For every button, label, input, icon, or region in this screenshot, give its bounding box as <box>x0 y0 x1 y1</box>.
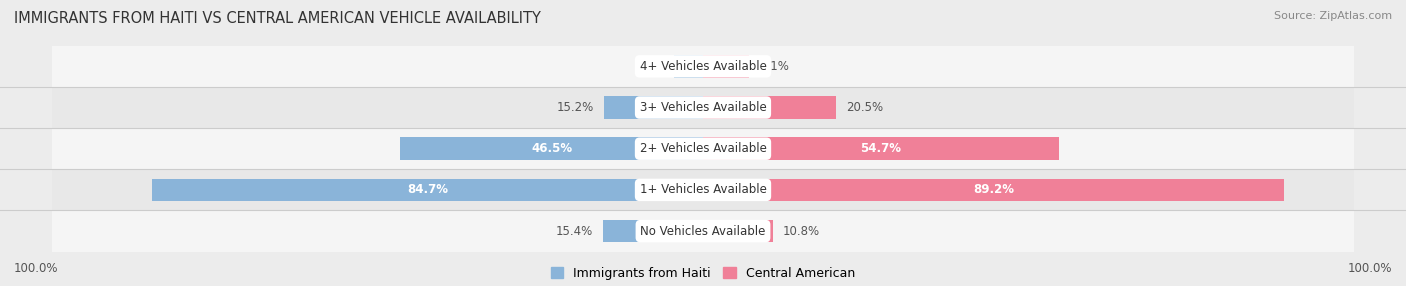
Bar <box>401 137 703 160</box>
Bar <box>52 128 1354 169</box>
Text: 20.5%: 20.5% <box>846 101 883 114</box>
Text: 4.5%: 4.5% <box>634 60 664 73</box>
Bar <box>673 55 703 78</box>
Text: 3+ Vehicles Available: 3+ Vehicles Available <box>640 101 766 114</box>
Text: No Vehicles Available: No Vehicles Available <box>640 225 766 238</box>
Bar <box>52 87 1354 128</box>
Bar <box>603 220 703 243</box>
Text: 7.1%: 7.1% <box>759 60 789 73</box>
Bar <box>703 137 1059 160</box>
Legend: Immigrants from Haiti, Central American: Immigrants from Haiti, Central American <box>551 267 855 280</box>
Text: 100.0%: 100.0% <box>1347 262 1392 275</box>
Text: IMMIGRANTS FROM HAITI VS CENTRAL AMERICAN VEHICLE AVAILABILITY: IMMIGRANTS FROM HAITI VS CENTRAL AMERICA… <box>14 11 541 26</box>
Text: 15.4%: 15.4% <box>555 225 593 238</box>
Text: 54.7%: 54.7% <box>860 142 901 155</box>
Text: 46.5%: 46.5% <box>531 142 572 155</box>
Bar <box>52 210 1354 252</box>
Text: Source: ZipAtlas.com: Source: ZipAtlas.com <box>1274 11 1392 21</box>
Text: 84.7%: 84.7% <box>406 183 449 196</box>
Text: 10.8%: 10.8% <box>783 225 820 238</box>
Bar <box>52 46 1354 87</box>
Text: 4+ Vehicles Available: 4+ Vehicles Available <box>640 60 766 73</box>
Bar <box>152 178 703 201</box>
Text: 1+ Vehicles Available: 1+ Vehicles Available <box>640 183 766 196</box>
Text: 2+ Vehicles Available: 2+ Vehicles Available <box>640 142 766 155</box>
Bar <box>703 55 749 78</box>
Text: 100.0%: 100.0% <box>14 262 59 275</box>
Bar <box>605 96 703 119</box>
Bar <box>52 169 1354 210</box>
Bar <box>703 96 837 119</box>
Text: 15.2%: 15.2% <box>557 101 595 114</box>
Bar <box>703 178 1284 201</box>
Bar <box>703 220 773 243</box>
Text: 89.2%: 89.2% <box>973 183 1014 196</box>
